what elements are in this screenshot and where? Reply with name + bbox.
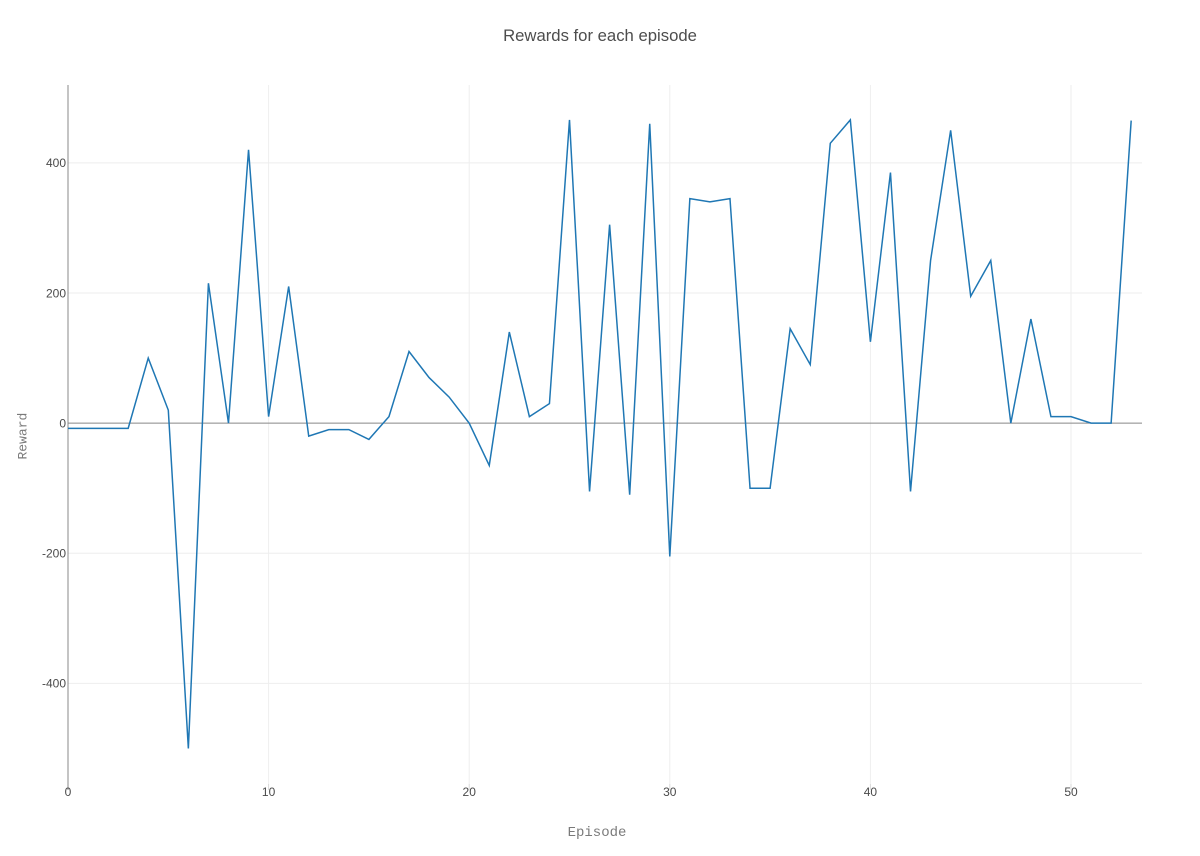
svg-text:200: 200	[46, 286, 66, 300]
svg-text:400: 400	[46, 156, 66, 170]
svg-text:0: 0	[59, 416, 66, 430]
svg-text:40: 40	[864, 785, 878, 799]
svg-text:0: 0	[65, 785, 72, 799]
svg-text:20: 20	[463, 785, 477, 799]
svg-text:-400: -400	[42, 677, 66, 691]
svg-text:10: 10	[262, 785, 276, 799]
svg-text:50: 50	[1064, 785, 1078, 799]
svg-text:-200: -200	[42, 547, 66, 561]
svg-text:30: 30	[663, 785, 677, 799]
